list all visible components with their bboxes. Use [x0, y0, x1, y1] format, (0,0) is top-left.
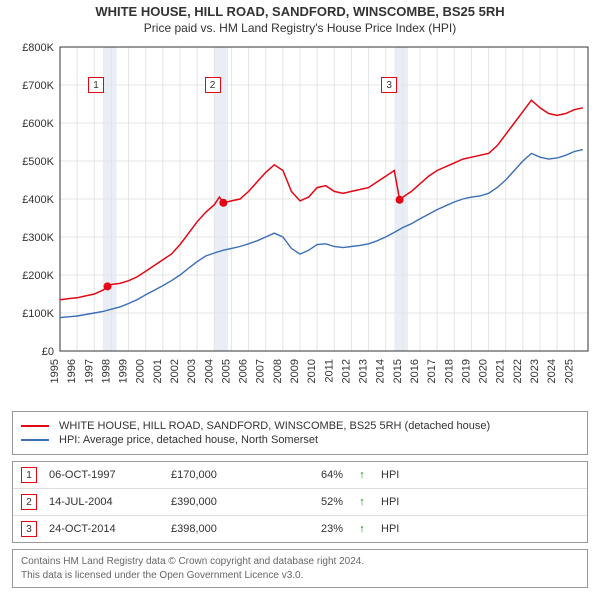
legend-row: HPI: Average price, detached house, Nort… [21, 434, 579, 446]
footer-line-2: This data is licensed under the Open Gov… [21, 569, 579, 583]
svg-text:2018: 2018 [443, 359, 455, 383]
svg-text:2001: 2001 [152, 359, 164, 383]
svg-text:2020: 2020 [478, 359, 490, 383]
svg-text:2006: 2006 [238, 359, 250, 383]
legend-swatch [21, 425, 49, 427]
svg-text:2011: 2011 [323, 359, 335, 383]
table-row: 3 24-OCT-2014 £398,000 23% ↑ HPI [13, 515, 587, 542]
svg-text:£400K: £400K [22, 194, 54, 206]
svg-text:1995: 1995 [49, 359, 61, 383]
svg-text:£0: £0 [42, 346, 54, 358]
sale-price: £170,000 [171, 469, 271, 481]
sale-pct: 23% [283, 523, 343, 535]
svg-text:£300K: £300K [22, 232, 54, 244]
svg-text:2023: 2023 [529, 359, 541, 383]
svg-text:2025: 2025 [563, 359, 575, 383]
chart-marker-3: 3 [381, 77, 397, 93]
svg-text:2005: 2005 [220, 359, 232, 383]
sale-pct: 64% [283, 469, 343, 481]
svg-text:2017: 2017 [426, 359, 438, 383]
legend-swatch [21, 439, 49, 441]
svg-text:2016: 2016 [409, 359, 421, 383]
sale-price: £398,000 [171, 523, 271, 535]
svg-text:£200K: £200K [22, 270, 54, 282]
hpi-label: HPI [381, 469, 411, 481]
legend-row: WHITE HOUSE, HILL ROAD, SANDFORD, WINSCO… [21, 420, 579, 432]
trend-arrow-icon: ↑ [355, 523, 369, 535]
svg-text:2021: 2021 [495, 359, 507, 383]
title-address: WHITE HOUSE, HILL ROAD, SANDFORD, WINSCO… [8, 4, 592, 19]
sale-date: 24-OCT-2014 [49, 523, 159, 535]
sale-price: £390,000 [171, 496, 271, 508]
svg-text:2007: 2007 [255, 359, 267, 383]
chart-area: £0 £100K £200K £300K £400K £500K £600K £700K £80… [8, 41, 592, 401]
price-chart-svg: £0 £100K £200K £300K £400K £500K £600K £700K £80… [8, 41, 592, 401]
row-marker: 1 [21, 467, 37, 483]
title-subtitle: Price paid vs. HM Land Registry's House … [8, 21, 592, 35]
svg-text:2022: 2022 [512, 359, 524, 383]
chart-titles: WHITE HOUSE, HILL ROAD, SANDFORD, WINSCO… [8, 4, 592, 35]
svg-text:2013: 2013 [358, 359, 370, 383]
table-row: 1 06-OCT-1997 £170,000 64% ↑ HPI [13, 462, 587, 488]
sales-table: 1 06-OCT-1997 £170,000 64% ↑ HPI 2 14-JUL-2004 £… [12, 461, 588, 543]
svg-text:2002: 2002 [169, 359, 181, 383]
table-row: 2 14-JUL-2004 £390,000 52% ↑ HPI [13, 488, 587, 515]
hpi-label: HPI [381, 496, 411, 508]
svg-text:2012: 2012 [340, 359, 352, 383]
row-marker: 2 [21, 494, 37, 510]
svg-text:£700K: £700K [22, 80, 54, 92]
svg-text:2009: 2009 [289, 359, 301, 383]
chart-marker-2: 2 [205, 77, 221, 93]
svg-text:£500K: £500K [22, 156, 54, 168]
svg-text:2003: 2003 [186, 359, 198, 383]
legend-label: WHITE HOUSE, HILL ROAD, SANDFORD, WINSCO… [59, 420, 490, 432]
sale-date: 06-OCT-1997 [49, 469, 159, 481]
svg-text:2019: 2019 [460, 359, 472, 383]
svg-text:£600K: £600K [22, 118, 54, 130]
svg-text:2008: 2008 [272, 359, 284, 383]
trend-arrow-icon: ↑ [355, 469, 369, 481]
legend-label: HPI: Average price, detached house, Nort… [59, 434, 318, 446]
row-marker: 3 [21, 521, 37, 537]
svg-text:2014: 2014 [375, 359, 387, 383]
legend: WHITE HOUSE, HILL ROAD, SANDFORD, WINSCO… [12, 411, 588, 455]
svg-text:1996: 1996 [66, 359, 78, 383]
svg-text:2015: 2015 [392, 359, 404, 383]
svg-text:1997: 1997 [83, 359, 95, 383]
trend-arrow-icon: ↑ [355, 496, 369, 508]
svg-text:£100K: £100K [22, 308, 54, 320]
svg-text:2000: 2000 [135, 359, 147, 383]
hpi-label: HPI [381, 523, 411, 535]
svg-text:1999: 1999 [118, 359, 130, 383]
footer-line-1: Contains HM Land Registry data © Crown c… [21, 555, 579, 569]
svg-text:2024: 2024 [546, 359, 558, 383]
chart-marker-1: 1 [88, 77, 104, 93]
sale-date: 14-JUL-2004 [49, 496, 159, 508]
attribution-footer: Contains HM Land Registry data © Crown c… [12, 549, 588, 588]
svg-text:1998: 1998 [100, 359, 112, 383]
sale-pct: 52% [283, 496, 343, 508]
svg-text:2004: 2004 [203, 359, 215, 383]
svg-text:£800K: £800K [22, 42, 54, 54]
svg-text:2010: 2010 [306, 359, 318, 383]
